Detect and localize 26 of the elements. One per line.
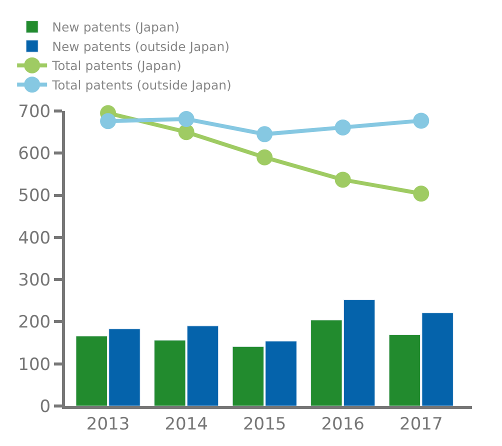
- y-tick-label: 400: [18, 228, 51, 248]
- legend-label: New patents (Japan): [52, 20, 180, 35]
- y-tick-label: 500: [18, 186, 51, 206]
- x-tick-label: 2016: [321, 414, 364, 434]
- point: [413, 112, 430, 129]
- legend-label: New patents (outside Japan): [52, 38, 230, 54]
- point: [178, 124, 194, 140]
- point: [256, 126, 273, 142]
- point: [178, 111, 194, 128]
- x-tick-label: 2014: [164, 414, 208, 434]
- y-tick-label: 0: [40, 396, 51, 417]
- point: [100, 113, 116, 130]
- x-tick-label: 2015: [242, 414, 286, 434]
- y-tick-label: 200: [18, 312, 51, 333]
- y-tick-label: 300: [18, 270, 51, 291]
- y-tick-label: 700: [18, 102, 51, 122]
- legend-label: Total patents (Japan): [51, 58, 182, 74]
- y-tick-label: 100: [18, 354, 51, 375]
- point: [334, 119, 351, 136]
- point: [413, 186, 430, 202]
- x-tick-label: 2013: [86, 414, 130, 434]
- y-tick-label: 600: [18, 144, 51, 164]
- legend-label: Total patents (outside Japan): [51, 77, 232, 92]
- point: [334, 172, 351, 188]
- point: [256, 149, 273, 166]
- x-tick-label: 2017: [399, 414, 443, 434]
